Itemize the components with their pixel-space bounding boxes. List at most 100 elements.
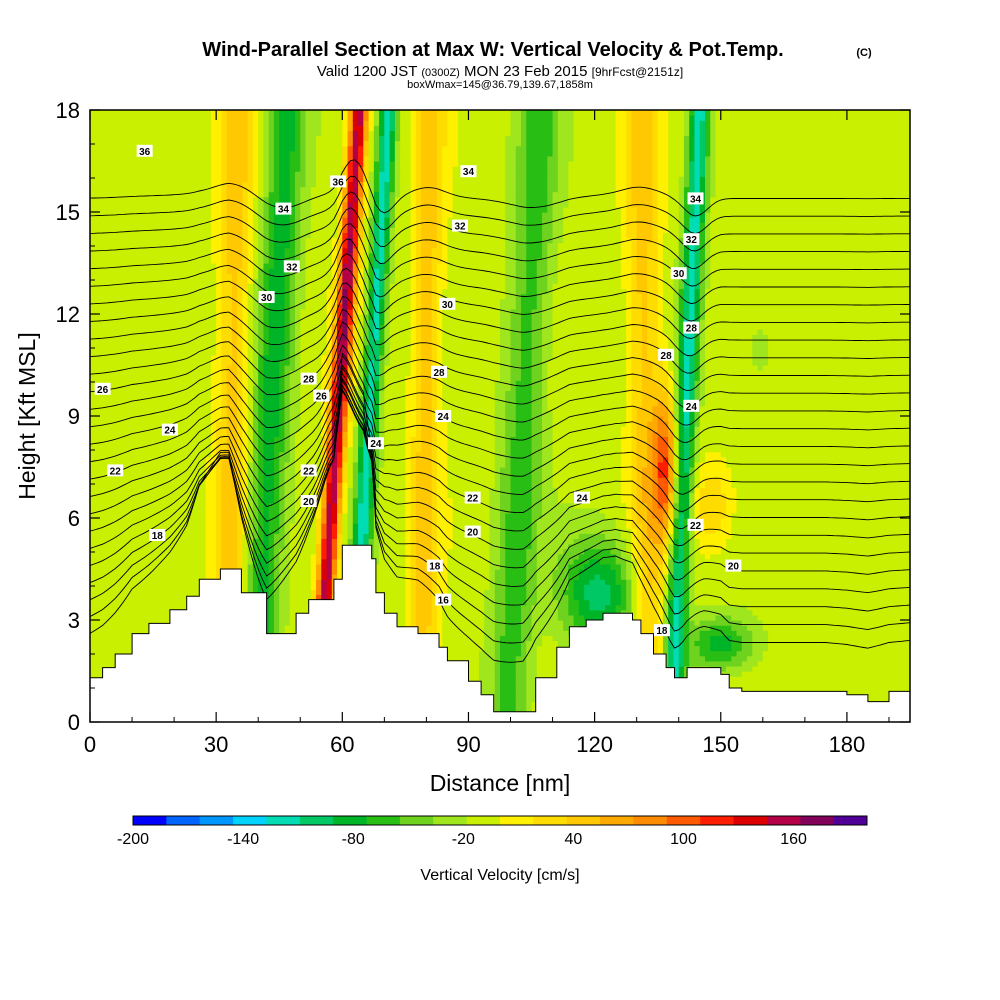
field-cell <box>122 538 128 544</box>
field-cell <box>106 309 112 315</box>
field-cell <box>132 232 138 238</box>
field-cell <box>137 528 143 534</box>
field-cell <box>127 574 133 580</box>
field-cell <box>221 559 227 565</box>
field-cell <box>232 334 238 340</box>
field-cell <box>263 212 269 218</box>
field-cell <box>248 181 254 187</box>
field-cell <box>195 136 201 142</box>
field-cell <box>116 187 122 193</box>
field-cell <box>237 533 243 539</box>
field-cell <box>169 533 175 539</box>
field-cell <box>90 467 96 473</box>
field-cell <box>211 401 217 407</box>
field-cell <box>279 600 285 606</box>
field-cell <box>253 340 259 346</box>
field-cell <box>232 503 238 509</box>
field-cell <box>127 294 133 300</box>
field-cell <box>253 406 259 412</box>
field-cell <box>185 248 191 254</box>
field-cell <box>101 600 107 606</box>
field-cell <box>253 370 259 376</box>
field-cell <box>169 457 175 463</box>
field-cell <box>284 589 290 595</box>
field-cell <box>227 304 233 310</box>
field-cell <box>174 248 180 254</box>
field-cell <box>122 289 128 295</box>
field-cell <box>216 518 222 524</box>
field-cell <box>174 396 180 402</box>
field-cell <box>101 564 107 570</box>
field-cell <box>258 447 264 453</box>
field-cell <box>101 192 107 198</box>
field-cell <box>153 406 159 412</box>
field-cell <box>242 380 248 386</box>
field-cell <box>269 314 275 320</box>
field-cell <box>111 238 117 244</box>
field-cell <box>195 227 201 233</box>
field-cell <box>90 324 96 330</box>
field-cell <box>90 110 96 116</box>
field-cell <box>221 283 227 289</box>
field-cell <box>106 493 112 499</box>
field-cell <box>190 370 196 376</box>
field-cell <box>122 508 128 514</box>
field-cell <box>269 610 275 616</box>
field-cell <box>185 549 191 555</box>
field-cell <box>242 151 248 157</box>
field-cell <box>101 340 107 346</box>
field-cell <box>127 309 133 315</box>
field-cell <box>195 278 201 284</box>
field-cell <box>153 431 159 437</box>
field-cell <box>216 360 222 366</box>
field-cell <box>248 365 254 371</box>
field-cell <box>279 564 285 570</box>
field-cell <box>111 222 117 228</box>
field-cell <box>127 197 133 203</box>
field-cell <box>279 549 285 555</box>
field-cell <box>253 268 259 274</box>
field-cell <box>127 472 133 478</box>
field-cell <box>116 253 122 259</box>
field-cell <box>106 156 112 162</box>
field-cell <box>216 289 222 295</box>
field-cell <box>90 263 96 269</box>
field-cell <box>153 589 159 595</box>
field-cell <box>269 411 275 417</box>
field-cell <box>232 115 238 121</box>
field-cell <box>111 202 117 208</box>
field-cell <box>122 340 128 346</box>
field-cell <box>148 283 154 289</box>
field-cell <box>174 217 180 223</box>
field-cell <box>111 411 117 417</box>
field-cell <box>127 289 133 295</box>
field-cell <box>95 360 101 366</box>
field-cell <box>111 640 117 646</box>
field-cell <box>227 482 233 488</box>
field-cell <box>258 243 264 249</box>
field-cell <box>211 406 217 412</box>
field-cell <box>90 136 96 142</box>
field-cell <box>101 227 107 233</box>
field-cell <box>90 278 96 284</box>
field-cell <box>279 161 285 167</box>
field-cell <box>269 136 275 142</box>
field-cell <box>116 243 122 249</box>
field-cell <box>269 345 275 351</box>
field-cell <box>200 125 206 131</box>
field-cell <box>211 487 217 493</box>
field-cell <box>143 329 149 335</box>
field-cell <box>127 141 133 147</box>
field-cell <box>95 646 101 652</box>
field-cell <box>200 278 206 284</box>
field-cell <box>101 334 107 340</box>
field-cell <box>221 141 227 147</box>
field-cell <box>95 151 101 157</box>
field-cell <box>185 283 191 289</box>
field-cell <box>190 406 196 412</box>
field-cell <box>106 355 112 361</box>
field-cell <box>90 600 96 606</box>
field-cell <box>111 258 117 264</box>
field-cell <box>279 370 285 376</box>
field-cell <box>221 426 227 432</box>
